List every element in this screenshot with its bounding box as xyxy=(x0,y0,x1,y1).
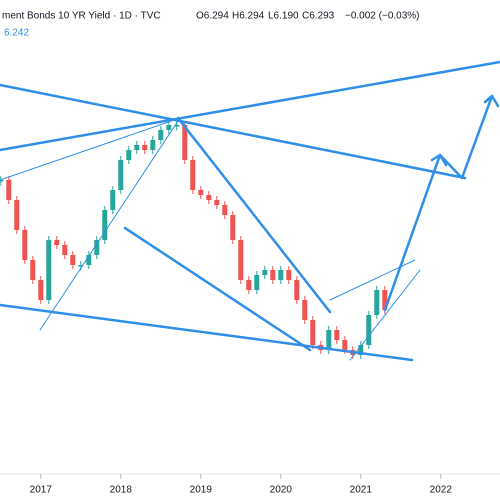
x-tick-label: 2017 xyxy=(30,485,53,496)
trend-line xyxy=(0,303,414,362)
channel-line xyxy=(349,269,421,361)
candle-body xyxy=(102,210,108,240)
candle-body xyxy=(262,270,268,275)
arrow-head xyxy=(430,153,448,167)
candle-body xyxy=(134,145,140,150)
ohlc-open: O6.294 xyxy=(196,11,229,22)
candle-body xyxy=(94,240,100,255)
ohlc-high: H6.294 xyxy=(232,11,265,22)
candle-body xyxy=(238,240,244,280)
candle-body xyxy=(190,160,196,190)
trend-line xyxy=(0,83,467,180)
trend-line xyxy=(0,117,181,181)
candle-body xyxy=(358,345,364,355)
candle-body xyxy=(278,270,284,280)
candle-body xyxy=(118,160,124,190)
ohlc-close: C6.293 xyxy=(302,11,335,22)
candle-body xyxy=(382,290,388,310)
candle-body xyxy=(70,255,76,265)
candle-body xyxy=(342,340,348,350)
trend-line xyxy=(39,117,181,331)
channel-line xyxy=(329,259,416,301)
candle-body xyxy=(54,240,60,245)
candle-body xyxy=(310,320,316,345)
x-tick-label: 2018 xyxy=(110,485,133,496)
x-tick-label: 2019 xyxy=(190,485,213,496)
candle-body xyxy=(366,315,372,345)
candle-body xyxy=(110,190,116,210)
candle-body xyxy=(326,330,332,350)
x-axis-band xyxy=(0,474,500,500)
candle-body xyxy=(254,275,260,290)
candle-body xyxy=(270,270,276,280)
candle-body xyxy=(30,260,36,280)
candle-body xyxy=(302,300,308,320)
candle-body xyxy=(206,195,212,200)
trend-line xyxy=(0,60,500,152)
candle-body xyxy=(46,240,52,300)
candle-body xyxy=(214,200,220,205)
candle-body xyxy=(78,265,84,267)
candle-body xyxy=(158,130,164,140)
x-tick-label: 2021 xyxy=(350,485,373,496)
candle-body xyxy=(126,150,132,160)
candle-body xyxy=(14,200,20,230)
candle-body xyxy=(222,205,228,215)
ma-value: 6.242 xyxy=(4,28,29,39)
candle-body xyxy=(62,245,68,255)
candle-body xyxy=(6,180,12,200)
candle-body xyxy=(334,330,340,340)
candle-body xyxy=(150,140,156,150)
candle-body xyxy=(294,280,300,300)
header-title: ment Bonds 10 YR Yield · 1D · TVC xyxy=(2,11,161,22)
candle-body xyxy=(286,270,292,280)
candle-body xyxy=(246,280,252,290)
trend-line xyxy=(176,116,332,314)
ohlc-change: −0.002 (−0.03%) xyxy=(345,11,420,22)
candle-body xyxy=(86,255,92,265)
candle-body xyxy=(198,190,204,195)
x-tick-label: 2020 xyxy=(270,485,293,496)
projection-path xyxy=(383,94,494,312)
candle-body xyxy=(374,290,380,315)
candle-body xyxy=(38,280,44,300)
candle-body xyxy=(0,180,4,182)
x-tick-label: 2022 xyxy=(430,485,453,496)
candle-body xyxy=(174,125,180,127)
trend-lines xyxy=(0,60,500,362)
arrow-head xyxy=(483,94,500,108)
candle-body xyxy=(230,215,236,240)
candle-body xyxy=(22,230,28,260)
candle-body xyxy=(166,125,172,130)
candle-body xyxy=(182,125,188,160)
trend-line xyxy=(123,226,312,352)
candle-body xyxy=(142,145,148,150)
ohlc-low: L6.190 xyxy=(268,11,299,22)
